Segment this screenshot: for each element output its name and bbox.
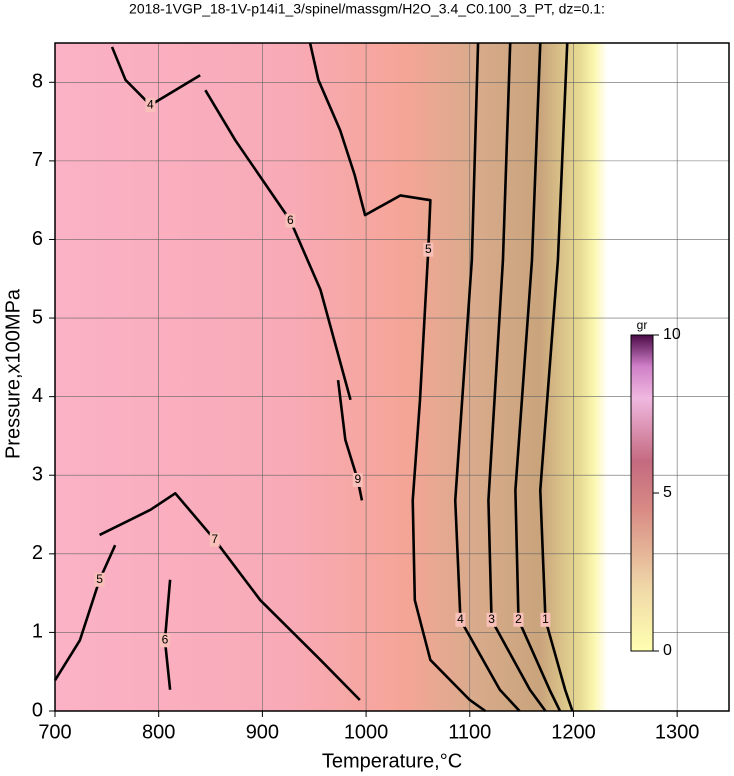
- contour-label: 6: [162, 632, 169, 646]
- contour-label: 9: [354, 472, 361, 486]
- plot-frame: [54, 42, 730, 712]
- contour-label-bg: [159, 633, 170, 648]
- contour-line: [336, 379, 364, 501]
- contour-label-bg: [94, 572, 105, 587]
- contour-label: 4: [147, 97, 154, 111]
- contour-line: [514, 42, 562, 712]
- x-tick-label: 1100: [448, 721, 491, 743]
- chart-title: 2018-1VGP_18-1V-p14i1_3/spinel/massgm/H2…: [129, 1, 605, 17]
- contour-label-bg: [352, 472, 363, 487]
- colorbar-tick-label: 10: [663, 326, 681, 343]
- y-tick-label: 3: [32, 464, 43, 486]
- y-axis-label: Pressure,x100MPa: [2, 288, 24, 459]
- contour-label: 3: [488, 612, 495, 626]
- contour-label-bg: [513, 612, 524, 627]
- x-tick-label: 1000: [344, 721, 389, 743]
- x-tick-label: 800: [142, 721, 175, 743]
- contour-line: [308, 42, 487, 713]
- x-tick-label: 1200: [551, 721, 596, 743]
- contour-label-bg: [285, 213, 296, 228]
- contour-label: 6: [287, 213, 294, 227]
- contour-label-bg: [209, 532, 220, 547]
- x-axis-label: Temperature,°C: [322, 750, 462, 772]
- y-tick-label: 7: [32, 149, 43, 171]
- contour-line: [538, 42, 574, 712]
- y-tick-label: 5: [32, 306, 43, 328]
- y-tick-label: 4: [32, 385, 43, 407]
- y-tick-label: 8: [32, 71, 43, 93]
- contour-line: [110, 46, 201, 107]
- colorbar-tick-label: 0: [663, 642, 672, 659]
- colorbar: [630, 334, 654, 652]
- contour-label-bg: [486, 612, 497, 627]
- contour-label: 1: [542, 612, 549, 626]
- colorbar-label: gr: [637, 318, 648, 332]
- contour-line: [487, 42, 547, 712]
- y-tick-label: 0: [32, 699, 43, 721]
- contour-label: 2: [515, 612, 522, 626]
- y-tick-label: 6: [32, 228, 43, 250]
- plot-background: [55, 43, 729, 711]
- contour-label: 4: [457, 612, 464, 626]
- contour-label-bg: [145, 98, 156, 113]
- contour-label-bg: [423, 242, 434, 257]
- x-tick-label: 1300: [655, 721, 700, 743]
- x-tick-label: 700: [38, 721, 71, 743]
- contour-label: 5: [425, 242, 432, 256]
- contour-label-bg: [540, 612, 551, 627]
- colorbar-tick-label: 5: [663, 484, 672, 501]
- x-tick-label: 900: [246, 721, 279, 743]
- y-tick-label: 2: [32, 542, 43, 564]
- contour-line: [453, 42, 521, 712]
- contour-label: 7: [211, 532, 218, 546]
- y-tick-label: 1: [32, 621, 43, 643]
- contour-label: 5: [96, 572, 103, 586]
- contour-label-bg: [455, 612, 466, 627]
- contour-line: [53, 544, 117, 682]
